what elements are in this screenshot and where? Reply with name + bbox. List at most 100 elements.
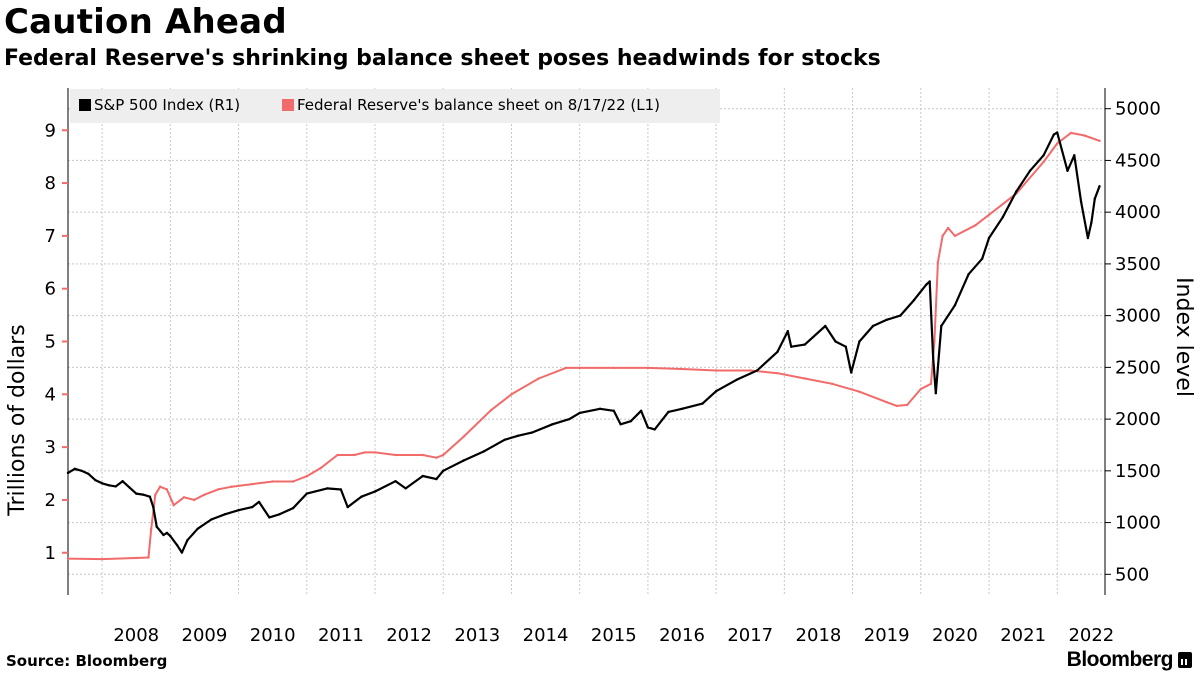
- point-fed-balance-sheet: [100, 557, 104, 561]
- point-sp500: [169, 534, 172, 538]
- point-sp500: [394, 480, 397, 483]
- point-sp500: [291, 506, 295, 510]
- point-sp500: [483, 450, 486, 453]
- right-tick-label: 2500: [1115, 357, 1161, 378]
- point-sp500: [442, 469, 445, 472]
- point-fed-balance-sheet: [135, 556, 138, 560]
- legend-label-fed: Federal Reserve's balance sheet on 8/17/…: [297, 96, 660, 114]
- point-fed-balance-sheet: [749, 369, 752, 372]
- point-sp500: [912, 298, 916, 302]
- point-sp500: [735, 378, 738, 381]
- point-sp500: [346, 505, 349, 509]
- x-tick-label: 2008: [113, 625, 159, 645]
- point-sp500: [162, 533, 165, 537]
- point-sp500: [1052, 133, 1056, 136]
- point-sp500: [158, 529, 162, 532]
- point-fed-balance-sheet: [394, 453, 397, 457]
- point-sp500: [629, 420, 632, 423]
- point-sp500: [152, 505, 155, 509]
- line-fed-balance-sheet: [67, 131, 1101, 561]
- left-tick-label: 1: [45, 543, 56, 564]
- series-fed-balance-sheet: [66, 131, 1101, 561]
- point-sp500: [128, 486, 131, 489]
- point-sp500: [87, 472, 90, 476]
- point-fed-balance-sheet: [612, 366, 615, 370]
- point-sp500: [786, 330, 789, 333]
- point-sp500: [94, 478, 97, 482]
- point-sp500: [1015, 190, 1018, 193]
- point-sp500: [100, 482, 104, 485]
- point-sp500: [404, 487, 407, 490]
- point-sp500: [844, 345, 847, 348]
- x-tick-label: 2020: [932, 625, 978, 645]
- x-tick-label: 2009: [182, 625, 228, 645]
- point-fed-balance-sheet: [646, 366, 650, 370]
- point-sp500: [714, 390, 718, 393]
- point-sp500: [1079, 200, 1083, 203]
- point-fed-balance-sheet: [230, 485, 233, 488]
- point-sp500: [326, 487, 329, 490]
- point-fed-balance-sheet: [919, 387, 922, 391]
- point-sp500: [66, 471, 70, 475]
- point-sp500: [940, 324, 943, 328]
- point-fed-balance-sheet: [933, 340, 936, 343]
- point-sp500: [987, 236, 991, 240]
- line-sp500: [66, 131, 1101, 554]
- right-tick-label: 1000: [1115, 513, 1161, 534]
- point-sp500: [646, 426, 650, 429]
- point-fed-balance-sheet: [442, 453, 445, 457]
- point-sp500: [701, 402, 704, 405]
- legend-swatch-fed: [282, 99, 294, 111]
- point-sp500: [680, 407, 684, 410]
- point-fed-balance-sheet: [680, 367, 684, 371]
- x-tick-label: 2011: [318, 625, 364, 645]
- point-fed-balance-sheet: [373, 451, 377, 454]
- series-layer: [66, 131, 1101, 561]
- point-fed-balance-sheet: [564, 366, 568, 370]
- point-fed-balance-sheet: [1083, 134, 1086, 137]
- point-fed-balance-sheet: [193, 498, 196, 502]
- point-sp500: [598, 407, 602, 410]
- point-sp500: [73, 467, 77, 470]
- point-fed-balance-sheet: [974, 224, 977, 227]
- point-fed-balance-sheet: [489, 409, 493, 412]
- left-tick-label: 4: [45, 384, 56, 405]
- x-tick-label: 2016: [659, 625, 705, 645]
- point-sp500: [530, 431, 534, 434]
- point-sp500: [925, 283, 928, 286]
- x-tick-label: 2010: [250, 625, 296, 645]
- point-fed-balance-sheet: [885, 401, 888, 404]
- point-sp500: [619, 423, 622, 426]
- legend: S&P 500 Index (R1) Federal Reserve's bal…: [70, 89, 720, 123]
- point-sp500: [107, 484, 111, 487]
- right-axis-ticks: 500 1000 1500 2000 2500 3000 3500 4000 4500 5000: [1105, 99, 1161, 585]
- point-sp500: [803, 343, 806, 346]
- right-tick-label: 4000: [1115, 202, 1161, 223]
- point-fed-balance-sheet: [158, 485, 162, 488]
- point-sp500: [421, 474, 424, 478]
- x-tick-label: 2021: [1000, 625, 1046, 645]
- point-sp500: [278, 513, 281, 516]
- point-sp500: [223, 513, 227, 516]
- point-sp500: [180, 551, 184, 554]
- point-fed-balance-sheet: [776, 372, 779, 375]
- point-sp500: [850, 371, 853, 374]
- point-sp500: [551, 423, 554, 426]
- x-tick-label: 2017: [727, 625, 773, 645]
- right-tick-label: 4500: [1115, 150, 1161, 171]
- right-tick-label: 3500: [1115, 254, 1161, 275]
- point-fed-balance-sheet: [1069, 131, 1073, 135]
- point-fed-balance-sheet: [216, 488, 220, 491]
- x-tick-label: 2012: [386, 625, 432, 645]
- point-sp500: [1090, 221, 1093, 224]
- point-sp500: [196, 527, 199, 530]
- point-sp500: [517, 434, 520, 437]
- point-sp500: [967, 273, 970, 276]
- point-fed-balance-sheet: [203, 493, 206, 496]
- point-sp500: [981, 257, 984, 260]
- point-sp500: [755, 369, 759, 372]
- right-tick-label: 3000: [1115, 306, 1161, 327]
- point-sp500: [435, 477, 438, 481]
- left-axis-ticks: 1 2 3 4 5 6 7 8 9: [45, 120, 68, 564]
- axes: [67, 88, 1106, 595]
